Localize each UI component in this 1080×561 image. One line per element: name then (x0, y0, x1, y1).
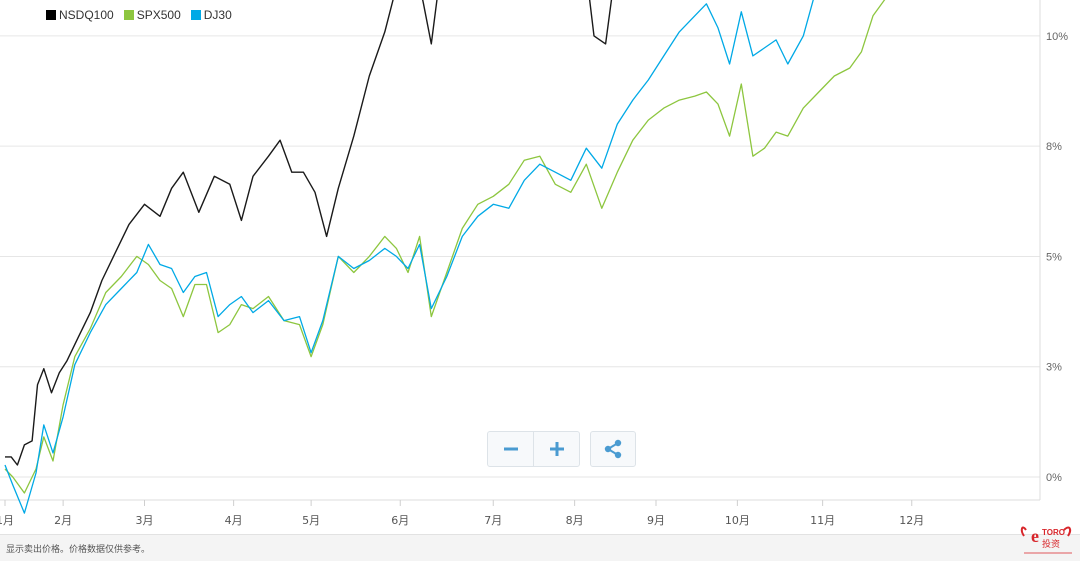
x-tick-label: 1月 (0, 514, 14, 527)
chart-legend: NSDQ100 SPX500 DJ30 (46, 8, 232, 22)
x-tick-label: 9月 (647, 514, 665, 527)
x-tick-label: 7月 (484, 514, 502, 527)
share-icon (604, 439, 622, 459)
legend-item-nsdq100[interactable]: NSDQ100 (46, 8, 114, 22)
y-tick-label: 10% (1046, 31, 1068, 43)
y-tick-label: 0% (1046, 472, 1062, 484)
x-tick-label: 8月 (566, 514, 584, 527)
y-tick-label: 3% (1046, 362, 1062, 374)
minus-icon (503, 447, 518, 451)
series-line-nsdq100 (5, 0, 613, 466)
x-tick-label: 6月 (391, 514, 409, 527)
zoom-out-button[interactable] (488, 432, 534, 466)
chart-series (4, 0, 886, 514)
series-line-spx500 (4, 0, 886, 494)
x-tick-label: 10月 (725, 514, 750, 527)
legend-label-nsdq100: NSDQ100 (59, 8, 114, 22)
plus-icon (549, 442, 564, 456)
x-tick-label: 12月 (899, 514, 924, 527)
svg-text:TORO: TORO (1042, 528, 1065, 537)
x-tick-label: 2月 (54, 514, 72, 527)
legend-label-dj30: DJ30 (203, 8, 232, 22)
price-disclaimer: 显示卖出价格。价格数据仅供参考。 (6, 545, 151, 555)
zoom-controls (487, 431, 580, 467)
footer-bar: 显示卖出价格。价格数据仅供参考。 (0, 534, 1080, 561)
x-tick-label: 11月 (810, 514, 835, 527)
zoom-in-button[interactable] (534, 432, 579, 466)
etoro-logo: e TORO 投资 (1020, 526, 1072, 554)
series-line-dj30 (4, 0, 814, 514)
share-button[interactable] (590, 431, 636, 467)
chart-grid (0, 0, 1041, 501)
x-tick-label: 3月 (136, 514, 154, 527)
y-axis-ticks: 0%3%5%8%10%13%15%18%20%23%25%28% (1046, 31, 1068, 484)
x-axis-ticks: 1月 2月 3月 4月 5月 6月 7月 8月 9月 10月 11月 12月 (0, 500, 924, 527)
legend-swatch-dj30 (190, 10, 201, 20)
legend-swatch-nsdq100 (46, 10, 56, 20)
svg-text:投资: 投资 (1042, 538, 1060, 550)
y-tick-label: 8% (1046, 141, 1062, 153)
x-tick-label: 4月 (225, 514, 243, 527)
y-tick-label: 5% (1046, 251, 1062, 263)
legend-swatch-spx500 (123, 10, 134, 20)
x-tick-label: 5月 (302, 514, 320, 527)
svg-text:e: e (1031, 526, 1039, 546)
legend-item-spx500[interactable]: SPX500 (123, 8, 181, 22)
legend-label-spx500: SPX500 (136, 8, 181, 22)
legend-item-dj30[interactable]: DJ30 (190, 8, 232, 22)
